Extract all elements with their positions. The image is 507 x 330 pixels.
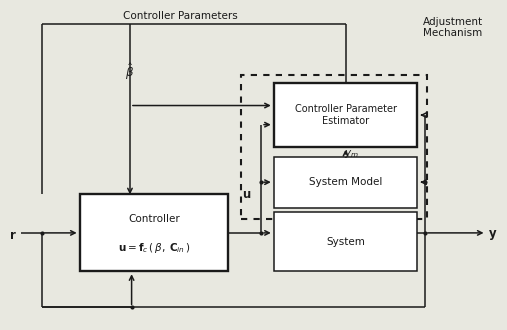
Text: $\mathbf{y}$: $\mathbf{y}$: [488, 228, 498, 242]
Text: $\mathbf{u} = \mathbf{f}_{c}\,(\,\beta,\;\mathbf{C}_{in}\,)$: $\mathbf{u} = \mathbf{f}_{c}\,(\,\beta,\…: [118, 241, 190, 255]
Bar: [274, 83, 417, 147]
Text: $\hat{\beta}$: $\hat{\beta}$: [125, 61, 134, 82]
Bar: [274, 213, 417, 271]
Text: Controller Parameter
Estimator: Controller Parameter Estimator: [295, 104, 396, 126]
Bar: [80, 194, 228, 271]
Text: Adjustment
Mechanism: Adjustment Mechanism: [423, 17, 483, 38]
Text: $y_m$: $y_m$: [344, 148, 359, 159]
Text: $\mathbf{u}$: $\mathbf{u}$: [242, 188, 251, 201]
Text: System Model: System Model: [309, 177, 382, 187]
Text: System: System: [326, 237, 365, 247]
Text: Controller: Controller: [128, 214, 180, 224]
Bar: [274, 157, 417, 208]
Text: Controller Parameters: Controller Parameters: [123, 11, 238, 21]
Text: $\mathbf{r}$: $\mathbf{r}$: [9, 229, 16, 242]
